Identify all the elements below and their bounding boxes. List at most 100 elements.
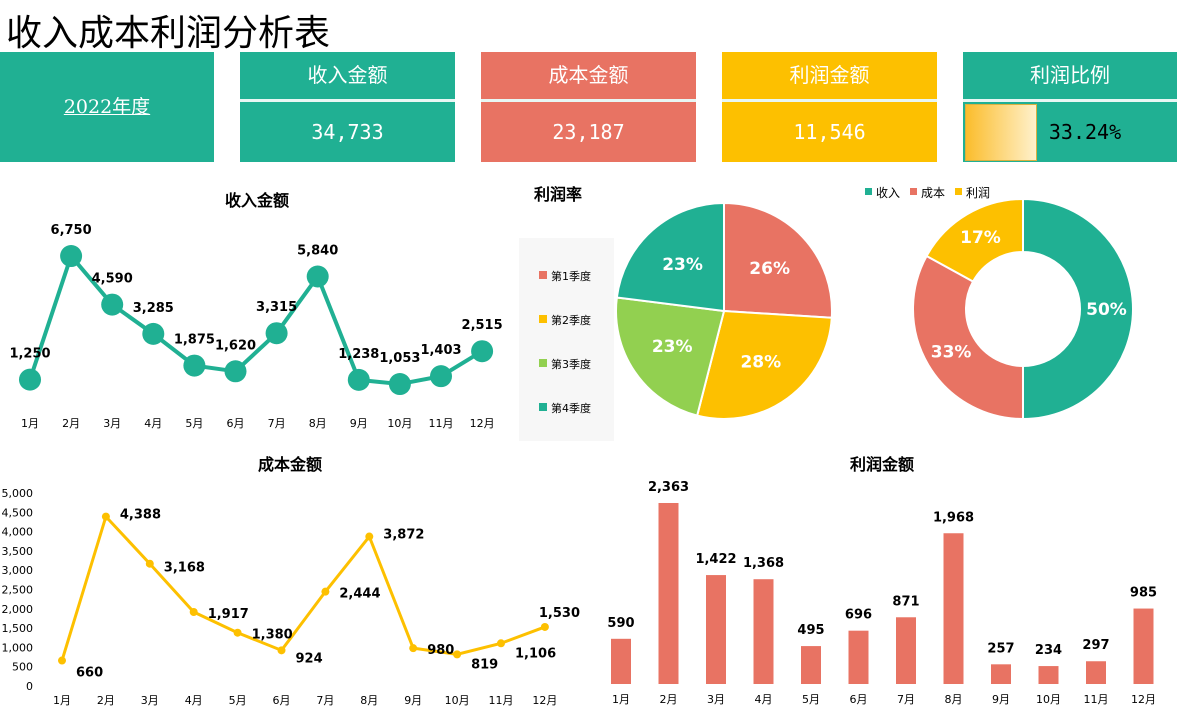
donut-slice [1022, 197, 1134, 421]
x-tick-label: 10月 [387, 417, 412, 430]
bar [1038, 666, 1059, 684]
data-label: 2,444 [339, 587, 380, 602]
data-label: 2,515 [462, 318, 503, 333]
data-label: 3,315 [256, 300, 297, 315]
x-tick-label: 1月 [53, 694, 71, 707]
data-point [58, 656, 66, 665]
y-tick-label: 2,000 [2, 603, 34, 616]
card-value: 33.24% [1048, 120, 1122, 144]
legend-label: 第3季度 [551, 357, 591, 371]
profit-ratio-card: 利润比例 33.24% [963, 52, 1177, 162]
x-tick-label: 11月 [489, 694, 514, 707]
data-label: 6,750 [51, 223, 92, 238]
data-label: 1,053 [379, 351, 420, 366]
data-point [471, 340, 494, 363]
x-tick-label: 8月 [360, 694, 378, 707]
card-label: 利润比例 [1030, 63, 1110, 87]
legend-label: 收入 [876, 186, 900, 200]
data-label: 3,285 [133, 301, 174, 316]
legend-label: 第4季度 [551, 401, 591, 415]
data-point [347, 368, 370, 391]
data-label: 980 [427, 643, 454, 658]
data-label: 495 [797, 623, 824, 638]
data-point [101, 293, 124, 316]
pie-slice [695, 309, 833, 420]
data-label: 297 [1082, 638, 1109, 653]
page-title: 收入成本利润分析表 [6, 13, 331, 54]
bar [848, 630, 869, 684]
card-value: 34,733 [311, 120, 384, 144]
pie-slice [615, 296, 726, 417]
donut-slice [925, 197, 1024, 283]
x-tick-label: 4月 [755, 693, 773, 706]
legend-swatch [539, 315, 547, 323]
data-label: 1,620 [215, 338, 256, 353]
y-tick-label: 500 [12, 661, 33, 674]
slice-label: 26% [749, 259, 790, 279]
data-label: 1,968 [933, 510, 974, 525]
x-tick-label: 11月 [1084, 693, 1109, 706]
y-tick-label: 2,500 [2, 584, 34, 597]
data-point [183, 354, 206, 377]
x-tick-label: 2月 [97, 694, 115, 707]
data-point [189, 608, 198, 617]
legend-swatch [539, 271, 547, 279]
x-tick-label: 5月 [185, 417, 203, 430]
x-tick-label: 7月 [316, 694, 334, 707]
data-point [265, 322, 288, 345]
card-value: 11,546 [793, 120, 866, 144]
data-label: 985 [1130, 586, 1157, 601]
slice-label: 50% [1086, 300, 1127, 320]
x-tick-label: 6月 [850, 693, 868, 706]
data-point [19, 368, 41, 391]
legend-swatch [955, 188, 962, 195]
income-card: 收入金额 34,733 [240, 52, 455, 162]
profit-card: 利润金额 11,546 [722, 52, 937, 162]
data-label: 1,917 [208, 607, 249, 622]
data-point [277, 646, 286, 655]
data-label: 819 [471, 657, 498, 672]
x-tick-label: 12月 [1131, 693, 1156, 706]
data-point [540, 622, 549, 631]
slice-label: 33% [931, 343, 972, 363]
pie-slice [615, 201, 725, 313]
chart-title: 利润率 [534, 185, 582, 204]
card-value: 23,187 [552, 120, 625, 144]
legend-label: 利润 [966, 186, 990, 200]
data-label: 1,380 [252, 628, 293, 643]
ratio-data-bar [965, 104, 1037, 161]
legend-swatch [865, 188, 872, 195]
data-point [409, 644, 418, 653]
legend-label: 成本 [921, 186, 945, 200]
data-label: 1,106 [515, 646, 556, 661]
data-label: 590 [607, 616, 634, 631]
x-tick-label: 7月 [897, 693, 915, 706]
cost-line [60, 513, 546, 661]
data-label: 1,368 [743, 556, 784, 571]
y-tick-label: 5,000 [2, 487, 34, 500]
x-tick-label: 10月 [1036, 693, 1061, 706]
bar [943, 533, 964, 684]
x-tick-label: 8月 [309, 417, 327, 430]
data-point [101, 512, 110, 521]
legend-swatch [910, 188, 917, 195]
x-tick-label: 2月 [660, 693, 678, 706]
slice-label: 23% [652, 337, 693, 357]
year-selector[interactable]: 2022年度 [0, 52, 214, 162]
x-tick-label: 3月 [103, 417, 121, 430]
x-tick-label: 9月 [350, 417, 368, 430]
y-tick-label: 1,500 [2, 622, 34, 635]
data-point [365, 532, 374, 541]
data-label: 924 [296, 651, 323, 666]
card-label: 利润金额 [789, 63, 870, 87]
bar [991, 664, 1011, 684]
x-tick-label: 3月 [707, 693, 725, 706]
data-label: 1,530 [539, 606, 580, 621]
bar [1133, 608, 1154, 684]
x-tick-label: 5月 [229, 694, 247, 707]
bar [658, 502, 679, 684]
slice-label: 23% [662, 255, 703, 275]
x-tick-label: 3月 [141, 694, 159, 707]
data-point [142, 322, 165, 345]
